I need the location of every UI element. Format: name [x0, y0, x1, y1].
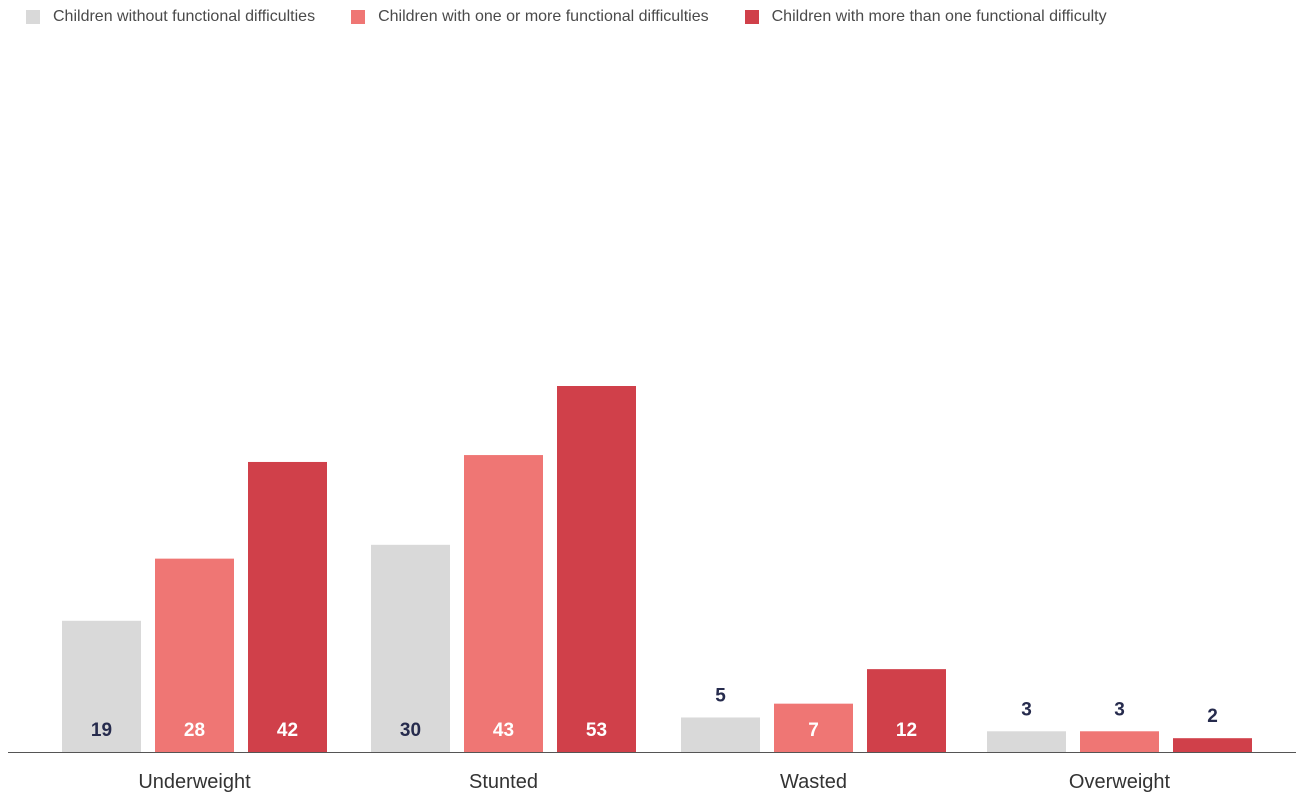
bar-stunted-series-2 [464, 455, 543, 752]
legend-item-more-than-one-difficulty: Children with more than one functional d… [744, 8, 1107, 26]
bar-stunted-series-3 [557, 386, 636, 752]
value-label-overweight-series-1: 3 [1021, 699, 1032, 720]
legend-item-one-or-more-difficulties: Children with one or more functional dif… [351, 8, 709, 26]
value-label-stunted-series-3: 53 [586, 720, 607, 741]
legend-swatch-more-than-one-difficulty [744, 10, 759, 24]
legend-label-one-or-more-difficulties: Children with one or more functional dif… [378, 8, 709, 25]
bar-overweight-series-3 [1173, 738, 1252, 752]
value-label-wasted-series-1: 5 [715, 685, 726, 706]
bar-stunted-series-1 [371, 544, 450, 752]
legend-item-without-difficulties: Children without functional difficulties [26, 8, 315, 26]
category-label-stunted: Stunted [469, 771, 538, 792]
bar-underweight-series-1 [62, 620, 141, 752]
bar-overweight-series-1 [987, 731, 1066, 752]
legend-swatch-without-difficulties [26, 10, 40, 24]
bar-underweight-series-2 [155, 558, 234, 752]
value-label-underweight-series-3: 42 [277, 720, 298, 741]
bar-underweight-series-3 [248, 461, 327, 752]
category-label-underweight: Underweight [138, 771, 251, 792]
value-label-underweight-series-2: 28 [184, 720, 205, 741]
category-label-wasted: Wasted [780, 771, 847, 792]
value-label-stunted-series-2: 43 [493, 720, 514, 741]
bar-wasted-series-2 [774, 703, 853, 752]
value-label-stunted-series-1: 30 [400, 720, 421, 741]
value-label-overweight-series-2: 3 [1114, 699, 1125, 720]
value-label-overweight-series-3: 2 [1207, 706, 1218, 727]
bar-wasted-series-1 [681, 717, 760, 752]
legend-swatch-one-or-more-difficulties [351, 10, 366, 24]
legend-label-more-than-one-difficulty: Children with more than one functional d… [771, 8, 1107, 25]
legend-label-without-difficulties: Children without functional difficulties [53, 8, 316, 25]
bar-wasted-series-3 [867, 669, 946, 752]
bar-overweight-series-2 [1080, 731, 1159, 752]
value-label-underweight-series-1: 19 [91, 720, 112, 741]
value-label-wasted-series-2: 7 [808, 720, 819, 741]
legend: Children without functional difficulties… [26, 8, 1107, 26]
value-label-wasted-series-3: 12 [896, 720, 917, 741]
category-label-overweight: Overweight [1069, 771, 1171, 792]
